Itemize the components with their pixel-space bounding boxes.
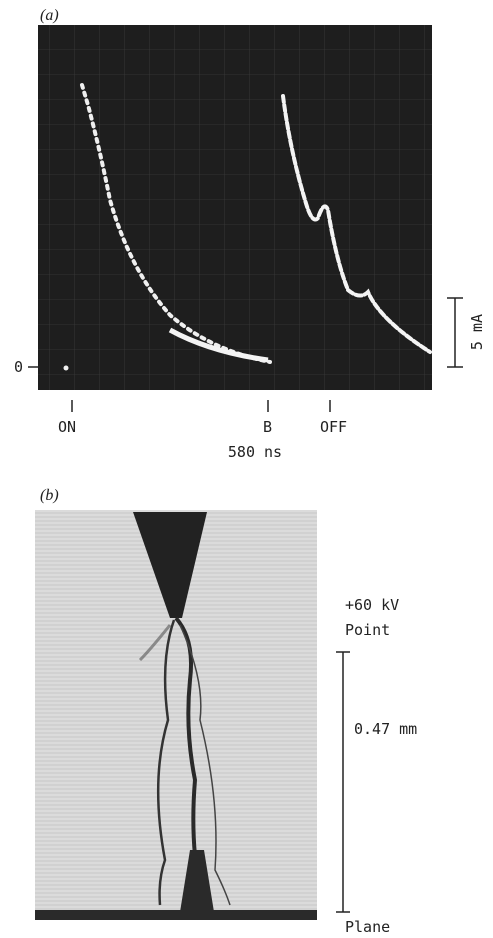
time-marker: B — [263, 418, 272, 436]
time-marker: ON — [58, 418, 76, 436]
panel-label: (b) — [40, 487, 59, 504]
time-marker: OFF — [320, 418, 347, 436]
oscilloscope-screen — [38, 25, 432, 390]
gap-label: 0.47 mm — [354, 720, 417, 738]
time-scale: 580 ns — [228, 443, 282, 461]
panel-label: (a) — [40, 7, 59, 24]
zero-label: 0 — [14, 358, 23, 376]
gap-bar — [336, 651, 350, 913]
discharge-photo — [35, 510, 317, 920]
point-label: Point — [345, 621, 390, 639]
scale-bar — [447, 297, 463, 368]
plane-label: Plane — [345, 918, 390, 936]
scale-label: 5 mA — [468, 314, 486, 350]
voltage-label: +60 kV — [345, 596, 399, 614]
